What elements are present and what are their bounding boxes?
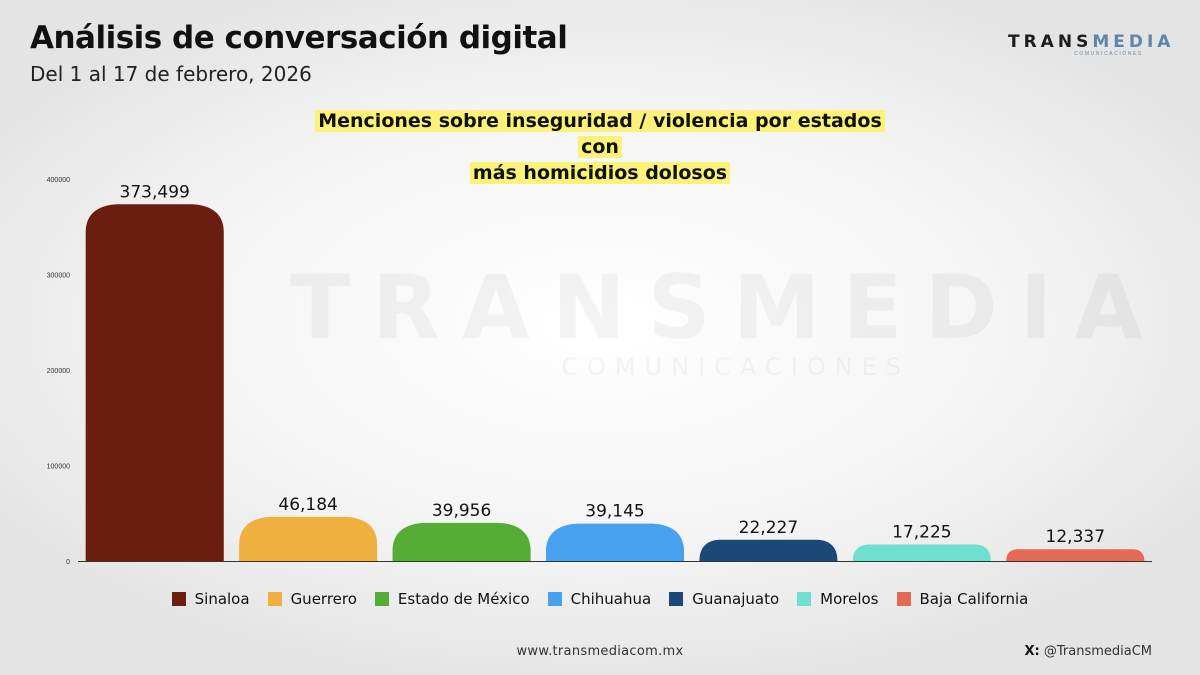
legend-swatch bbox=[547, 592, 562, 606]
y-tick-label: 400000 bbox=[47, 177, 70, 184]
legend-item: Chihuahua bbox=[547, 590, 652, 608]
data-label: 373,499 bbox=[120, 182, 190, 202]
bar-guerrero bbox=[239, 516, 378, 561]
legend-label: Baja California bbox=[919, 590, 1029, 608]
chart-legend: Sinaloa Guerrero Estado de México Chihuahua… bbox=[0, 590, 1200, 608]
chart-title: Menciones sobre inseguridad / violencia … bbox=[300, 108, 900, 186]
data-label: 39,956 bbox=[432, 501, 491, 521]
chart-title-line2: más homicidios dolosos bbox=[469, 162, 731, 184]
bar-morelos bbox=[852, 544, 991, 561]
legend-item: Guanajuato bbox=[669, 590, 779, 608]
legend-item: Morelos bbox=[797, 590, 879, 608]
legend-label: Guerrero bbox=[290, 590, 357, 608]
footer-website[interactable]: www.transmediacom.mx bbox=[516, 644, 684, 659]
data-label: 46,184 bbox=[278, 495, 337, 515]
bar-sinaloa bbox=[85, 204, 224, 561]
logo-part-trans: TRANS bbox=[1008, 32, 1093, 52]
logo-part-media: MEDIA bbox=[1092, 32, 1175, 52]
transmedia-logo: TRANSMEDIA COMUNICACIONES bbox=[1008, 32, 1170, 57]
social-handle: @TransmediaCM bbox=[1043, 644, 1152, 659]
y-tick-label: 200000 bbox=[47, 368, 70, 375]
legend-swatch bbox=[797, 592, 812, 606]
legend-item: Baja California bbox=[896, 590, 1029, 608]
legend-swatch bbox=[374, 592, 389, 606]
bar-chihuahua bbox=[545, 523, 685, 561]
logo-subtitle: COMUNICACIONES bbox=[1074, 51, 1143, 57]
bar-guanajuato bbox=[699, 539, 838, 561]
legend-swatch bbox=[171, 592, 186, 606]
data-label: 22,227 bbox=[739, 518, 798, 538]
page-subtitle: Del 1 al 17 de febrero, 2026 bbox=[30, 62, 312, 86]
legend-item: Guerrero bbox=[267, 590, 357, 608]
legend-label: Morelos bbox=[820, 590, 879, 608]
data-label: 17,225 bbox=[892, 523, 951, 543]
bar-estado-de-méxico bbox=[392, 522, 531, 561]
bar-baja-california bbox=[1006, 549, 1145, 561]
legend-label: Chihuahua bbox=[570, 590, 652, 608]
legend-label: Estado de México bbox=[397, 590, 530, 608]
legend-swatch bbox=[267, 592, 282, 606]
y-tick-label: 100000 bbox=[47, 464, 70, 471]
legend-item: Estado de México bbox=[374, 590, 530, 608]
legend-swatch bbox=[896, 592, 911, 606]
legend-label: Sinaloa bbox=[194, 590, 250, 608]
y-tick-label: 300000 bbox=[47, 273, 70, 280]
data-label: 39,145 bbox=[585, 502, 644, 522]
y-tick-label: 0 bbox=[66, 559, 70, 566]
data-label: 12,337 bbox=[1046, 527, 1105, 547]
legend-swatch bbox=[669, 592, 684, 606]
legend-item: Sinaloa bbox=[171, 590, 250, 608]
x-icon: X: bbox=[1024, 644, 1040, 659]
footer-social[interactable]: X: @TransmediaCM bbox=[1024, 644, 1152, 659]
page-title: Análisis de conversación digital bbox=[30, 20, 568, 56]
legend-label: Guanajuato bbox=[692, 590, 780, 608]
